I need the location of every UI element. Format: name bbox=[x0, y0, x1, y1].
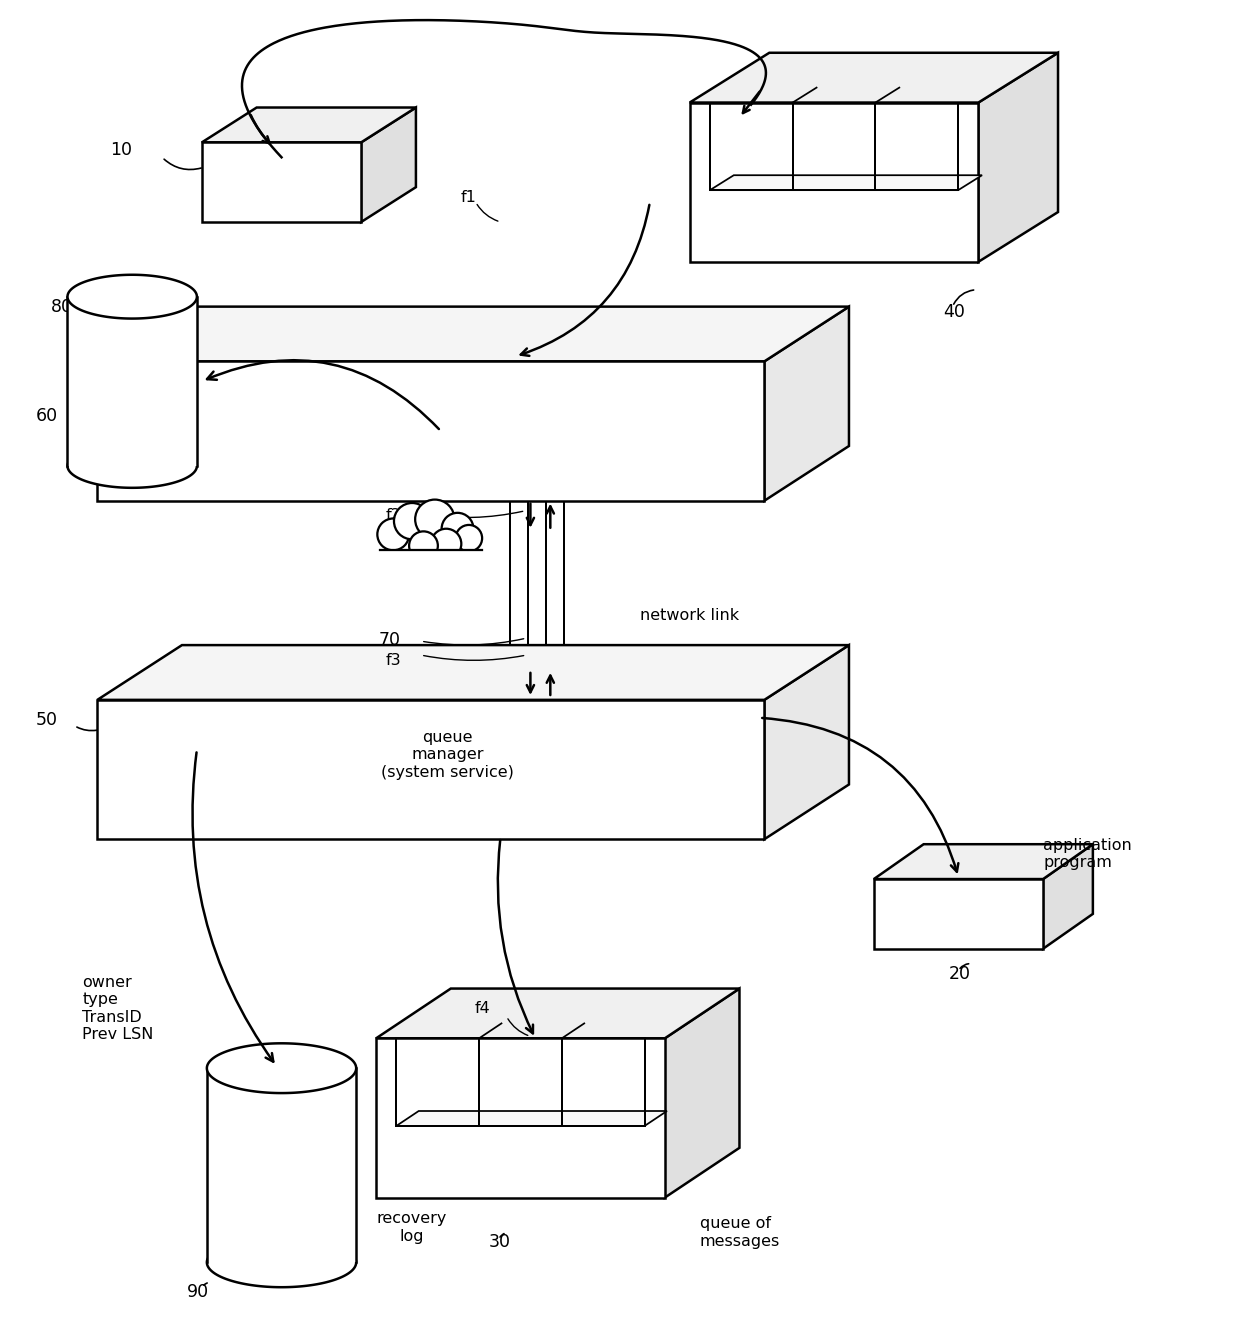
Polygon shape bbox=[98, 700, 764, 840]
Polygon shape bbox=[202, 143, 361, 222]
Polygon shape bbox=[874, 878, 1043, 949]
Text: 40: 40 bbox=[944, 303, 966, 320]
Text: queue of
messages: queue of messages bbox=[699, 1216, 780, 1248]
Polygon shape bbox=[361, 108, 415, 222]
Text: f3: f3 bbox=[386, 653, 401, 668]
Text: f4: f4 bbox=[475, 1001, 491, 1016]
Polygon shape bbox=[978, 53, 1058, 262]
Polygon shape bbox=[376, 1039, 665, 1197]
Text: 80: 80 bbox=[51, 298, 73, 315]
Text: f2: f2 bbox=[386, 509, 401, 523]
Polygon shape bbox=[67, 296, 197, 466]
Circle shape bbox=[409, 531, 438, 561]
Polygon shape bbox=[709, 175, 982, 190]
Polygon shape bbox=[207, 1068, 356, 1263]
Polygon shape bbox=[67, 275, 197, 319]
Polygon shape bbox=[665, 988, 739, 1197]
Text: queue
manager
(system service): queue manager (system service) bbox=[381, 730, 513, 780]
Text: network link: network link bbox=[640, 607, 739, 622]
Text: 90: 90 bbox=[187, 1283, 210, 1302]
Text: 60: 60 bbox=[36, 407, 57, 425]
Text: 50: 50 bbox=[36, 710, 57, 729]
Polygon shape bbox=[1043, 844, 1092, 949]
Polygon shape bbox=[689, 53, 1058, 103]
Circle shape bbox=[377, 518, 409, 550]
Text: 30: 30 bbox=[489, 1234, 511, 1251]
Polygon shape bbox=[202, 108, 415, 143]
Text: application
program: application program bbox=[1043, 838, 1132, 870]
Polygon shape bbox=[376, 988, 739, 1039]
Circle shape bbox=[394, 503, 430, 539]
Text: 70: 70 bbox=[379, 631, 401, 649]
Polygon shape bbox=[874, 844, 1092, 878]
Polygon shape bbox=[764, 645, 849, 840]
Circle shape bbox=[415, 499, 455, 539]
Polygon shape bbox=[397, 1111, 667, 1125]
Polygon shape bbox=[67, 445, 197, 487]
Polygon shape bbox=[378, 550, 484, 575]
Polygon shape bbox=[207, 1238, 356, 1287]
Polygon shape bbox=[689, 103, 978, 262]
Text: f1: f1 bbox=[461, 190, 476, 204]
Circle shape bbox=[432, 529, 461, 559]
Polygon shape bbox=[207, 1044, 356, 1093]
Circle shape bbox=[455, 525, 482, 551]
Polygon shape bbox=[764, 307, 849, 501]
Text: owner
type
TransID
Prev LSN: owner type TransID Prev LSN bbox=[82, 975, 154, 1043]
Text: 20: 20 bbox=[949, 965, 971, 983]
Polygon shape bbox=[98, 362, 764, 501]
Circle shape bbox=[441, 513, 474, 545]
Text: 10: 10 bbox=[110, 142, 133, 159]
Polygon shape bbox=[98, 645, 849, 700]
Text: recovery
log: recovery log bbox=[376, 1211, 446, 1244]
Polygon shape bbox=[98, 307, 849, 362]
